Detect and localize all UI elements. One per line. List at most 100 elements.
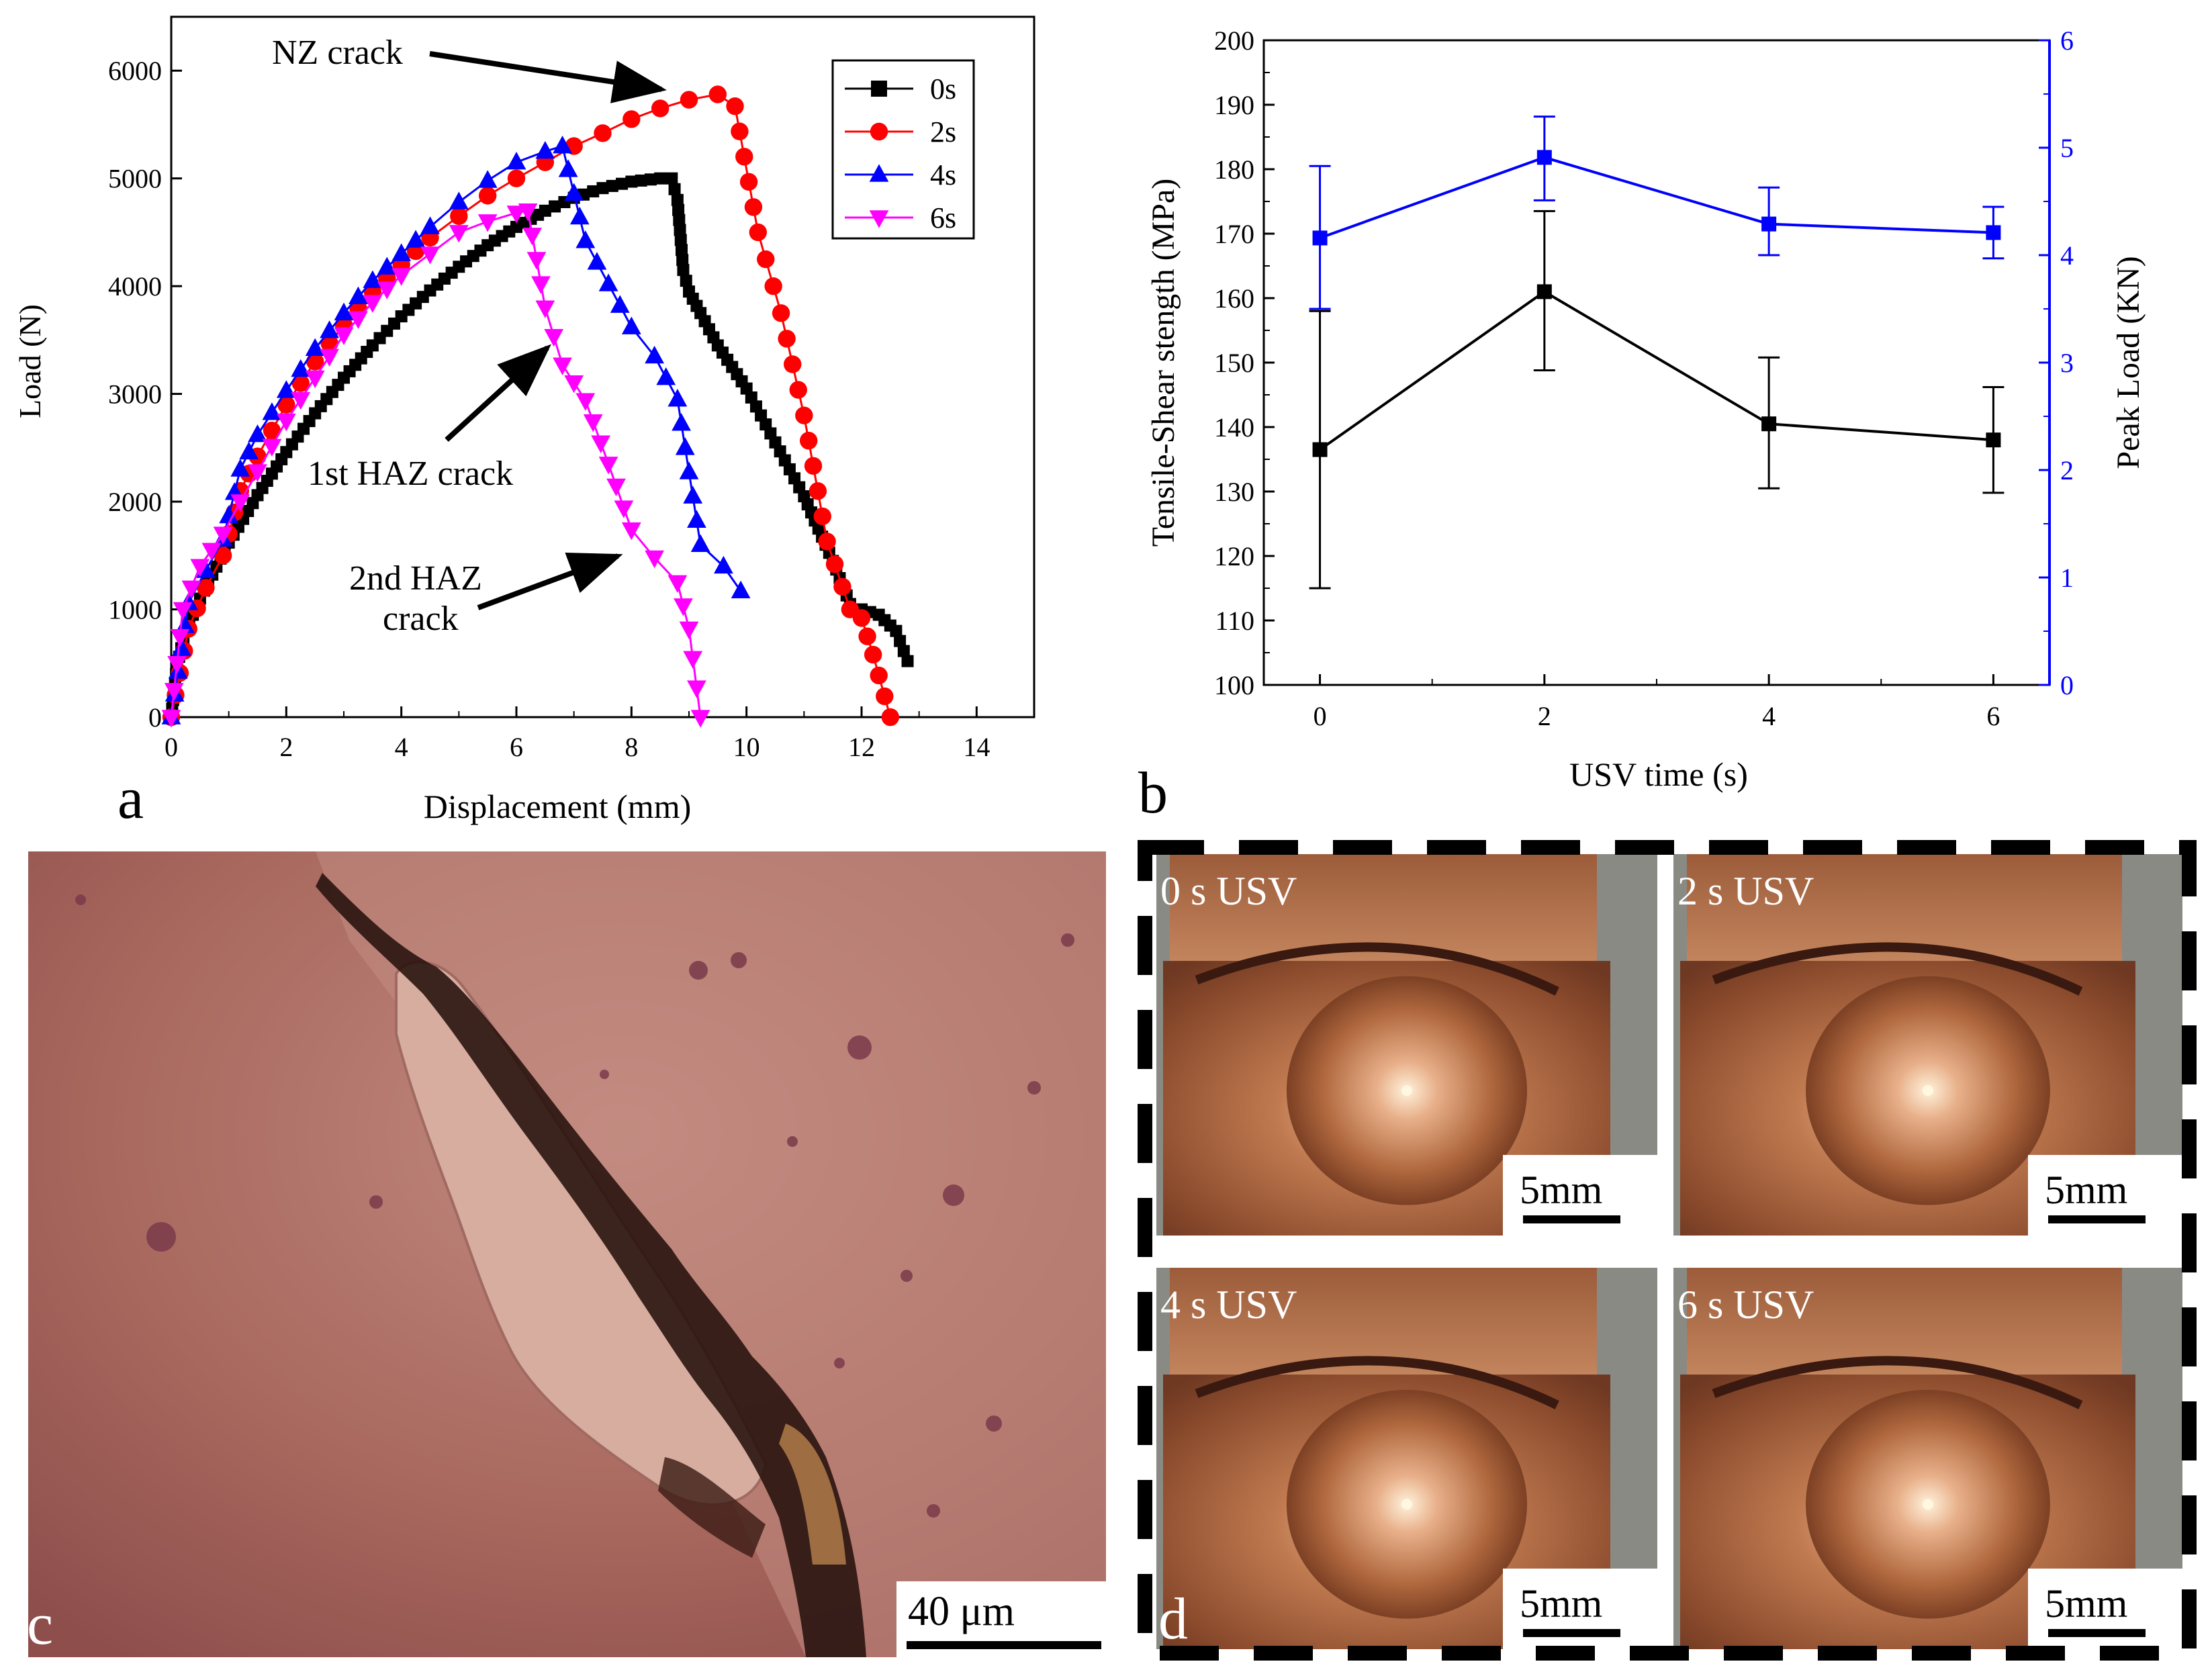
data-point-6s [614,500,634,518]
data-point-4s [667,389,688,407]
legend-label-4s: 4s [930,158,956,191]
y-tick-label: 180 [1214,154,1254,185]
data-point-4s [230,459,250,477]
panel-a-x-axis-label: Displacement (mm) [424,788,692,825]
data-point-4s [535,140,555,159]
scale-label: 5mm [1520,1581,1602,1626]
upper-sheet [1687,854,2122,976]
data-point-4s [569,206,590,225]
data-point-4s [553,135,572,154]
data-point-2s [757,250,775,269]
nugget-center [1401,1085,1412,1097]
data-point-0s [596,182,609,195]
photo-label: 4 s USV [1160,1283,1297,1327]
data-point-2s [809,482,827,500]
1st-haz-crack-arrow [445,344,551,442]
data-point-0s [674,234,687,246]
data-point-2s [731,122,749,140]
data-point-6s [161,710,181,728]
data-point-6s [420,246,440,265]
fracture-crack [1712,1356,2083,1409]
data-point-4s [320,320,339,338]
y2-tick-label: 1 [2060,563,2074,593]
annotation-2nd-haz-crack-line1: 2nd HAZ [349,559,482,598]
data-point-6s [591,435,611,453]
data-point-6s [248,464,267,482]
data-point-4s [377,257,397,275]
x-tick-label: 14 [963,732,990,762]
data-point-6s [363,295,383,313]
data-point [1536,284,1552,299]
data-point-2s [813,507,831,526]
data-point-6s [621,522,641,541]
panel-d-dashed-frame [1138,840,2197,1661]
x-tick-label: 0 [165,732,178,762]
x-tick-label: 4 [1762,701,1776,731]
data-point [1986,432,2001,448]
y-tick-label: 4000 [108,271,162,301]
panel-c-micrograph: 40 μm c [27,851,1106,1657]
micrograph-crack-highlight [779,1424,846,1565]
y-tick-label: 110 [1215,606,1254,636]
data-point-4s [506,152,526,170]
legend-marker-2s [870,122,888,141]
data-point-4s [248,424,267,443]
x-tick-label: 2 [279,732,293,762]
data-point-4s [262,402,282,420]
data-point-6s [230,494,250,512]
data-point-6s [522,228,542,246]
data-point-0s [625,175,638,188]
data-point-4s [291,359,311,377]
2nd-haz-crack-arrow [477,552,623,610]
annotation-nz-crack: NZ crack [272,34,403,72]
data-point-6s [683,651,703,669]
panel-a-y-axis-label: Load (N) [13,304,47,418]
data-point-6s [518,203,538,222]
data-point-0s [894,635,907,647]
data-point-4s [714,555,733,574]
fracture-crack [1195,1356,1559,1409]
data-point-6s [667,575,688,594]
annotation-2nd-haz-crack-line2: crack [383,600,459,638]
data-point-6s [213,526,233,545]
data-point-6s [320,348,339,367]
data-point-0s [677,264,690,277]
x-tick-label: 2 [1538,701,1551,731]
data-point-4s [683,485,703,504]
data-point-2s [870,666,888,685]
data-point-4s [449,191,469,210]
data-point-4s [679,461,699,479]
data-point-6s [173,602,193,620]
legend-label-6s: 6s [930,201,956,234]
data-point-4s [334,302,354,321]
upper-sheet [1687,1268,2122,1390]
data-point-2s [833,577,851,596]
panel-a-series [161,85,914,728]
data-point-0s [675,244,688,257]
data-point-6s [170,629,190,647]
legend-marker-6s [869,210,889,228]
y2-tick-label: 2 [2060,455,2074,485]
y2-tick-label: 6 [2060,26,2074,56]
x-tick-label: 12 [848,732,875,762]
panel-b-series [1309,115,2004,590]
fracture-crack [1712,942,2083,996]
data-point-4s [363,270,383,288]
data-point-0s [673,214,686,226]
data-point-6s [583,414,603,432]
data-point-2s [291,374,310,392]
series-line [1319,290,1994,451]
data-point-4s [598,273,618,291]
data-point-6s [645,550,664,569]
x-tick-label: 4 [395,732,408,762]
data-point-4s [349,286,368,304]
data-point-6s [606,478,626,497]
data-point-0s [635,174,647,187]
y-tick-label: 130 [1214,477,1254,507]
data-point-2s [764,277,782,295]
scale-label: 5mm [2045,1581,2127,1626]
data-point-6s [690,710,710,728]
x-tick-label: 6 [510,732,523,762]
panel-a-load-displacement-chart: 0 2 4 6 8 10 12 14 0 1000 2000 3000 4000 5000 6000 Loa… [13,15,1035,831]
y-tick-label: 200 [1214,26,1254,56]
